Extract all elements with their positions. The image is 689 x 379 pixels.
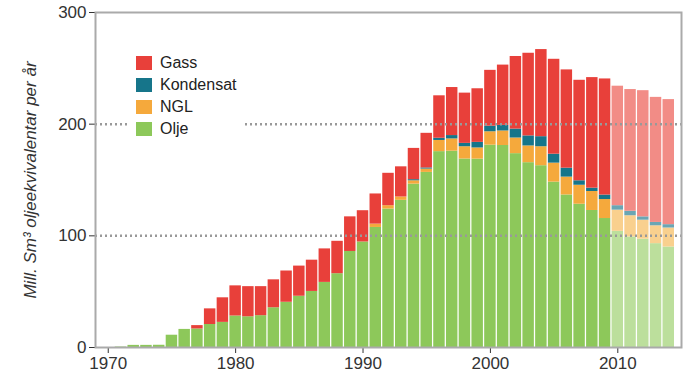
svg-text:100: 100	[58, 226, 86, 245]
svg-text:2010: 2010	[599, 354, 637, 373]
svg-text:1980: 1980	[217, 354, 255, 373]
svg-text:200: 200	[58, 115, 86, 134]
svg-text:1990: 1990	[344, 354, 382, 373]
svg-text:1970: 1970	[89, 354, 127, 373]
html-text:Gass: Gass	[160, 54, 198, 71]
html-text:Olje: Olje	[160, 120, 189, 137]
svg-text:300: 300	[58, 3, 86, 22]
svg-text:0: 0	[77, 338, 86, 357]
svg-text:2000: 2000	[471, 354, 509, 373]
svg-text:Mill. Sm³ oljeekvivalentar per: Mill. Sm³ oljeekvivalentar per år	[21, 60, 40, 298]
html-text:NGL: NGL	[160, 98, 193, 115]
html-text:Kondensat: Kondensat	[160, 76, 237, 93]
